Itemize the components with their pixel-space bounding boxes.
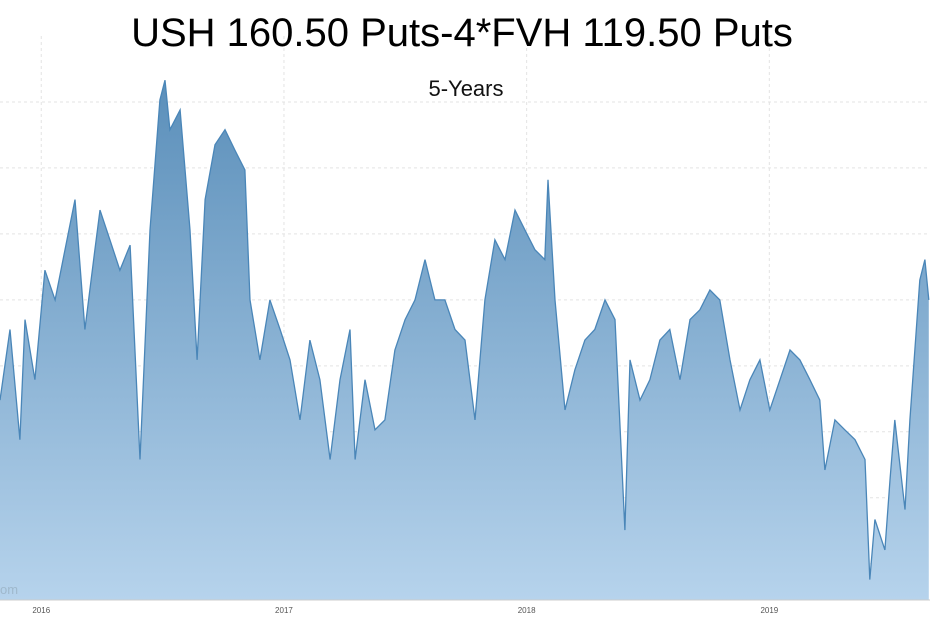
x-tick-label: 2017 (275, 606, 293, 615)
chart-title: USH 160.50 Puts-4*FVH 119.50 Puts (131, 11, 793, 55)
x-tick-label: 2019 (760, 606, 778, 615)
chart-subtitle: 5-Years (428, 76, 503, 101)
watermark: om (0, 582, 18, 597)
x-tick-label: 2018 (518, 606, 536, 615)
x-tick-label: 2016 (32, 606, 50, 615)
line (0, 80, 930, 580)
